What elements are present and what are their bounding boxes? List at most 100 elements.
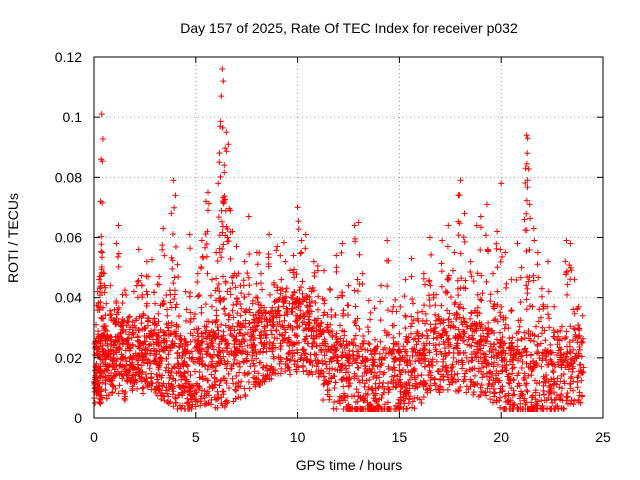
data-point [351, 287, 358, 294]
data-point [170, 177, 177, 184]
data-point [243, 355, 250, 362]
data-point [529, 303, 536, 310]
data-point [289, 352, 296, 359]
data-point [217, 355, 224, 362]
data-point [299, 290, 306, 297]
data-point [575, 321, 582, 328]
data-point [461, 376, 468, 383]
data-point [164, 398, 171, 405]
data-point [333, 330, 340, 337]
data-point [197, 395, 204, 402]
data-point [180, 385, 187, 392]
data-point [367, 316, 374, 323]
data-point [571, 397, 578, 404]
data-point [475, 349, 482, 356]
data-point [216, 347, 223, 354]
data-point [413, 380, 420, 387]
data-point [457, 384, 464, 391]
data-point [299, 346, 306, 353]
data-point [332, 312, 339, 319]
data-point [236, 369, 243, 376]
data-point [420, 275, 427, 282]
data-point [208, 362, 215, 369]
data-point [421, 379, 428, 386]
data-point [528, 367, 535, 374]
data-point [376, 350, 383, 357]
data-point [188, 382, 195, 389]
data-point [209, 385, 216, 392]
data-point [232, 395, 239, 402]
data-point [184, 399, 191, 406]
data-point [352, 238, 359, 245]
data-point [291, 266, 298, 273]
data-point [494, 318, 501, 325]
data-point [425, 292, 432, 299]
data-point [550, 375, 557, 382]
data-point [448, 294, 455, 301]
data-point [579, 312, 586, 319]
data-point [433, 386, 440, 393]
data-point [164, 312, 171, 319]
data-point [233, 387, 240, 394]
data-point [224, 288, 231, 295]
data-point [191, 368, 198, 375]
data-point [557, 396, 564, 403]
data-point [444, 337, 451, 344]
data-point [143, 303, 150, 310]
data-point [231, 343, 238, 350]
data-point [570, 346, 577, 353]
data-point [119, 319, 126, 326]
data-point [298, 301, 305, 308]
data-point [110, 372, 117, 379]
data-point [366, 402, 373, 409]
data-point [474, 304, 481, 311]
data-point [228, 274, 235, 281]
data-point [181, 347, 188, 354]
data-point [257, 359, 264, 366]
data-point [316, 370, 323, 377]
data-point [344, 403, 351, 410]
data-point [496, 309, 503, 316]
data-point [365, 328, 372, 335]
data-point [115, 222, 122, 229]
data-point [110, 342, 117, 349]
data-point [96, 369, 103, 376]
data-point [102, 284, 109, 291]
data-point [202, 244, 209, 251]
data-point [111, 306, 118, 313]
data-point [490, 317, 497, 324]
data-point [486, 388, 493, 395]
data-point [289, 295, 296, 302]
data-point [515, 380, 522, 387]
data-point [299, 278, 306, 285]
data-point [269, 331, 276, 338]
data-point [124, 318, 131, 325]
data-point [535, 333, 542, 340]
data-point [136, 353, 143, 360]
data-point [423, 327, 430, 334]
data-point [253, 375, 260, 382]
data-point [231, 356, 238, 363]
data-point [324, 311, 331, 318]
data-point [299, 319, 306, 326]
data-point [204, 270, 211, 277]
data-point [575, 372, 582, 379]
data-point [238, 378, 245, 385]
data-point [185, 368, 192, 375]
data-point [333, 357, 340, 364]
data-point [410, 336, 417, 343]
data-point [249, 300, 256, 307]
data-point [187, 289, 194, 296]
data-point [382, 354, 389, 361]
y-tick-label: 0.06 [55, 230, 82, 246]
data-point [413, 341, 420, 348]
data-point [122, 338, 129, 345]
data-point [315, 293, 322, 300]
data-point [280, 239, 287, 246]
data-point [143, 288, 150, 295]
data-point [186, 231, 193, 238]
data-point [453, 315, 460, 322]
data-point [122, 287, 129, 294]
data-point [456, 191, 463, 198]
data-point [510, 377, 517, 384]
